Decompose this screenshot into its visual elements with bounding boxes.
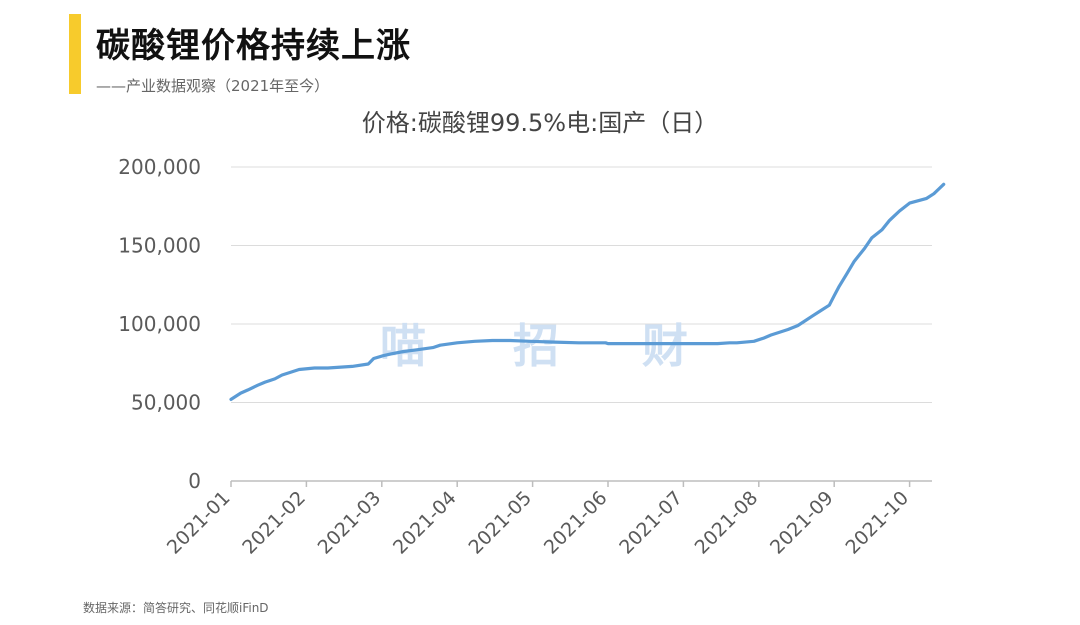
x-axis: 2021-01 2021-02 2021-03 2021-04 2021-05 2021-… xyxy=(163,480,932,559)
y-tick-label: 50,000 xyxy=(131,391,201,415)
page-title: 碳酸锂价格持续上涨 xyxy=(96,26,411,66)
accent-bar xyxy=(69,14,81,94)
y-tick-label: 200,000 xyxy=(118,155,201,179)
series-layer xyxy=(229,182,946,401)
x-tick-label: 2021-10 xyxy=(841,487,913,559)
x-tick-label: 2021-07 xyxy=(615,487,687,559)
watermark-char-2: 招 xyxy=(513,319,559,373)
x-tick-label: 2021-01 xyxy=(163,487,235,559)
y-tick-label: 0 xyxy=(188,469,201,493)
x-tick-label: 2021-05 xyxy=(464,487,536,559)
y-axis-ticks: 0 50,000 100,000 150,000 200,000 xyxy=(118,155,201,493)
watermark-char-3: 财 xyxy=(642,319,688,373)
series-line xyxy=(229,182,946,401)
x-tick-label: 2021-04 xyxy=(389,487,461,559)
x-tick-label: 2021-08 xyxy=(691,487,763,559)
x-tick-label: 2021-06 xyxy=(540,487,612,559)
gridlines xyxy=(231,166,932,403)
chart-title: 价格:碳酸锂99.5%电:国产（日） xyxy=(361,109,719,137)
x-tick-label: 2021-03 xyxy=(314,487,386,559)
data-source-note: 数据来源：简答研究、同花顺iFinD xyxy=(83,601,269,615)
watermark-char-1: 喵 xyxy=(380,319,426,373)
page-subtitle: ——产业数据观察（2021年至今） xyxy=(96,77,330,95)
y-tick-label: 100,000 xyxy=(118,312,201,336)
y-tick-label: 150,000 xyxy=(118,234,201,258)
x-tick-label: 2021-02 xyxy=(238,487,310,559)
x-tick-label: 2021-09 xyxy=(766,487,838,559)
watermark: 喵 招 财 xyxy=(380,319,688,373)
